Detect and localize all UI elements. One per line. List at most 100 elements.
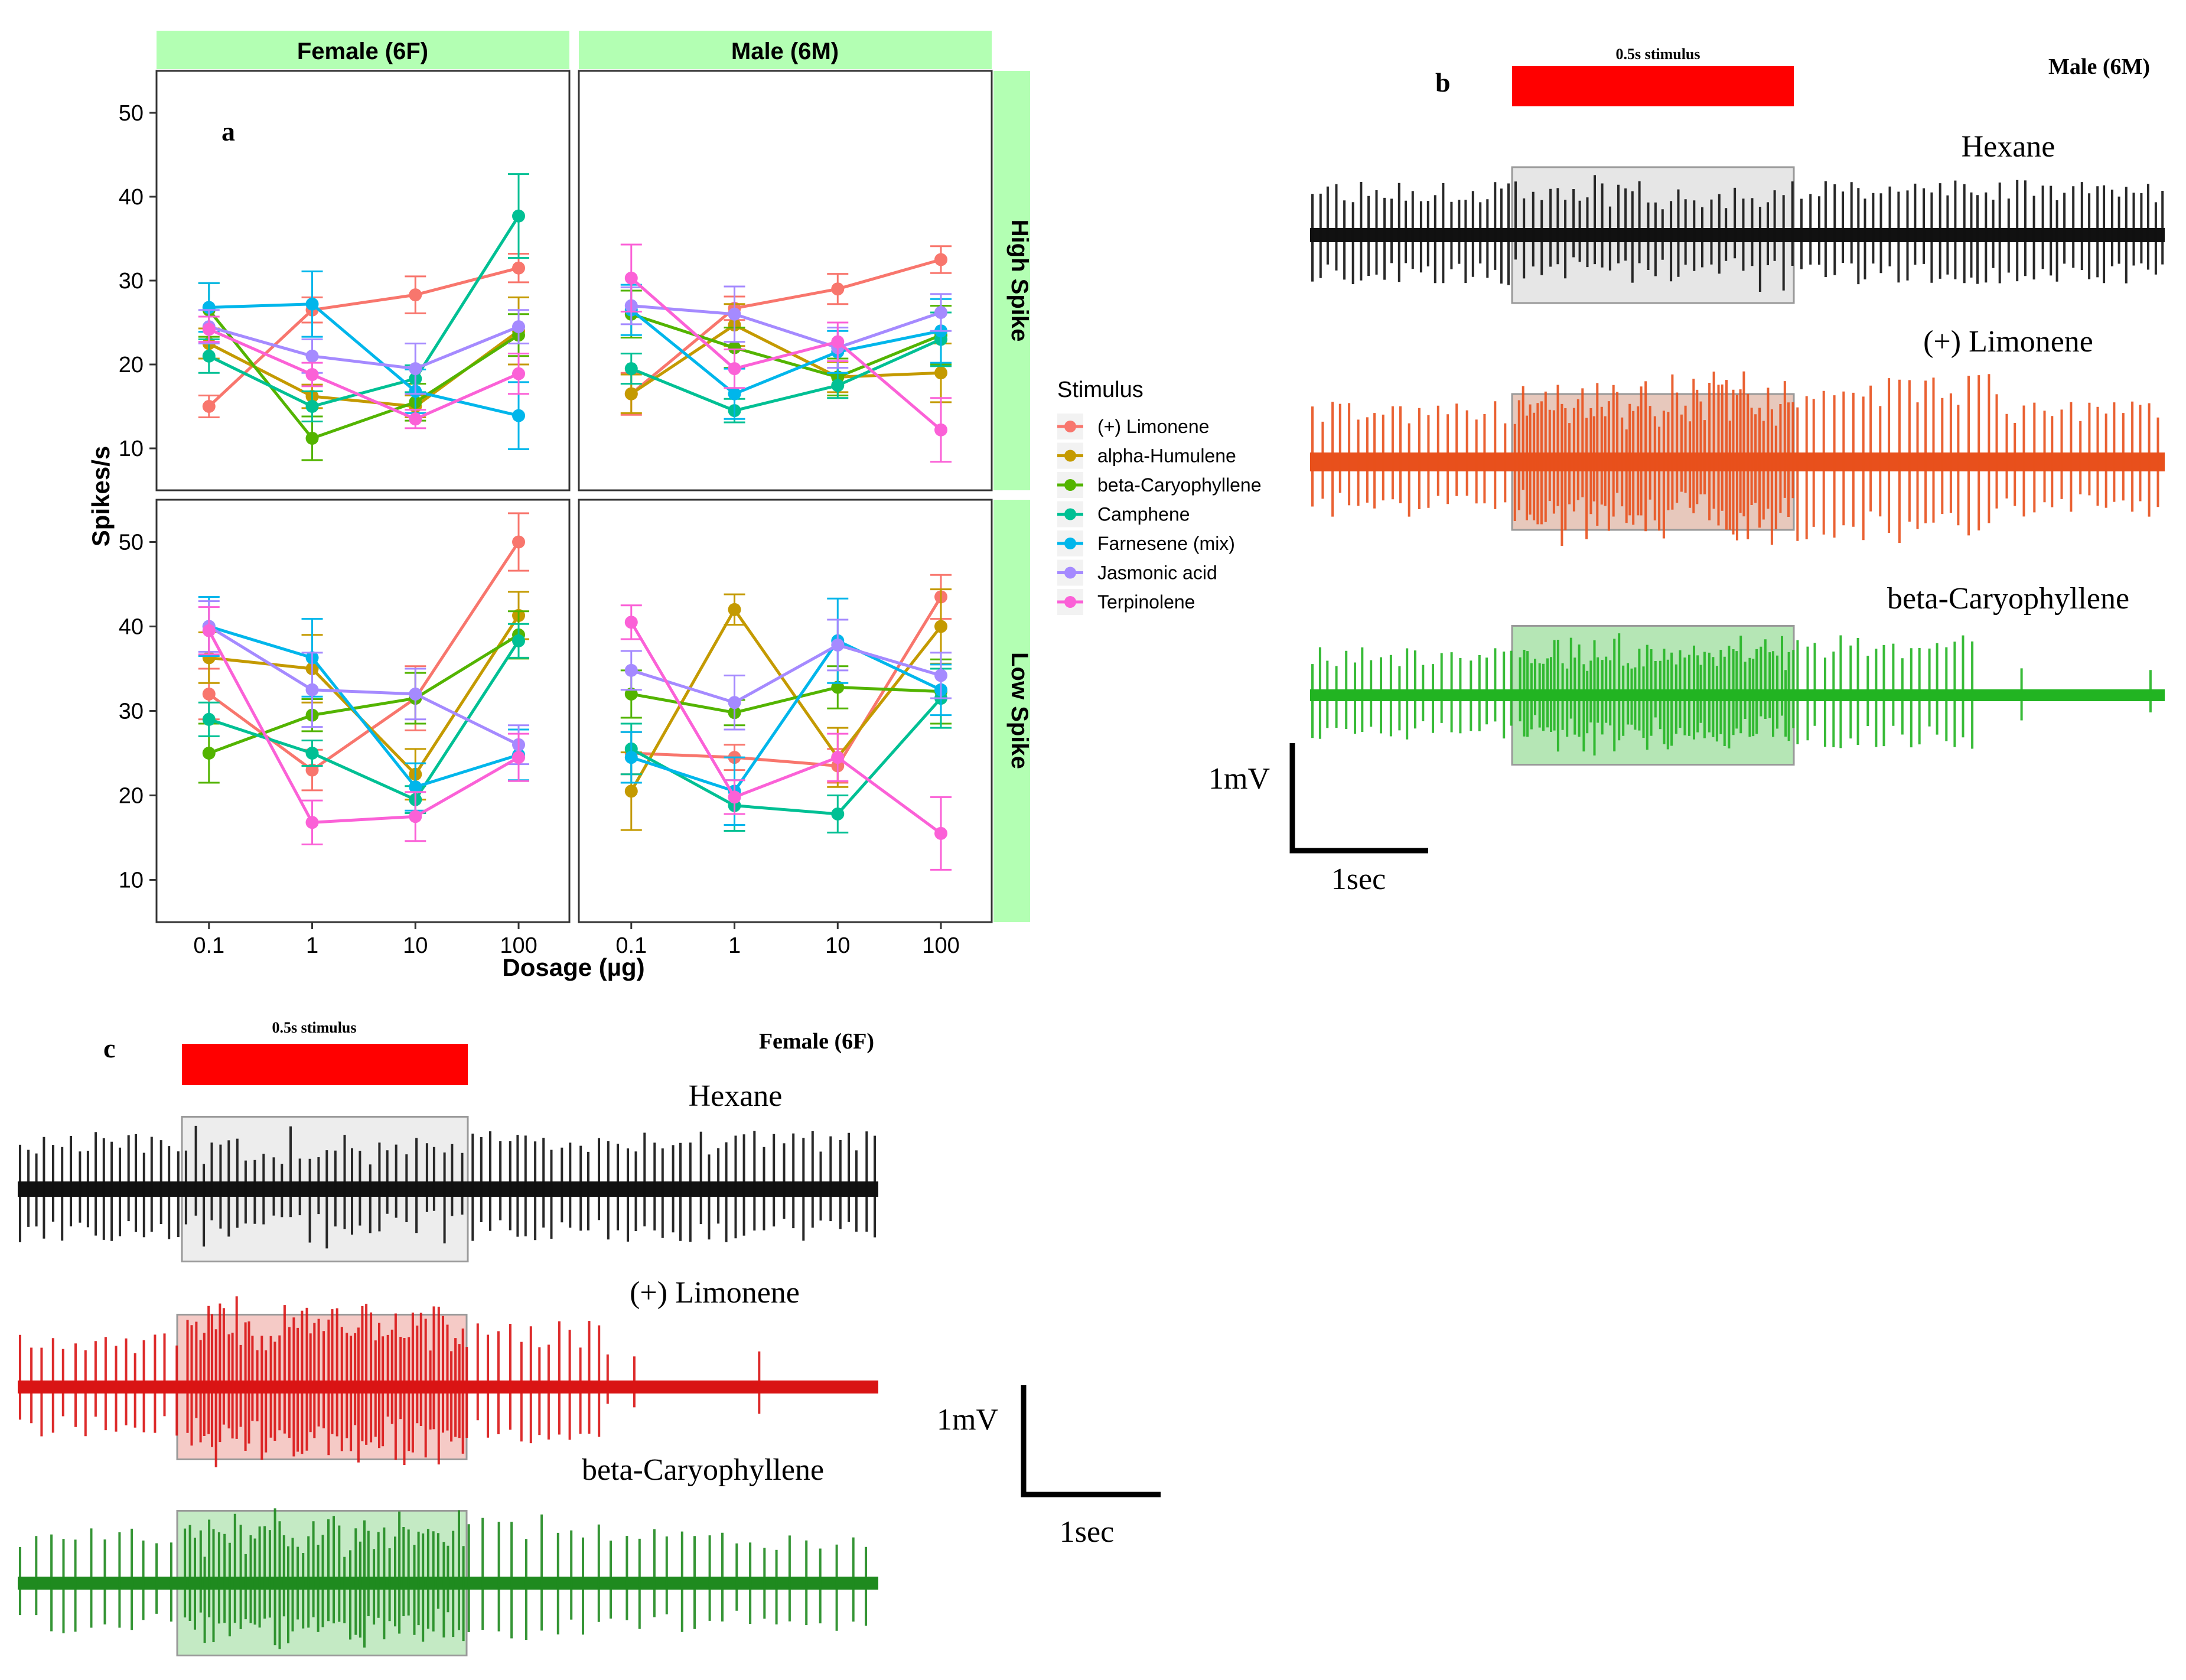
data-point-female-low-0-3	[512, 535, 526, 549]
legend-title: Stimulus	[1057, 377, 1144, 402]
series-line-female-high-2	[207, 309, 520, 440]
series-line-female-low-6	[207, 630, 520, 824]
data-point-male-high-3-2	[831, 379, 845, 392]
legend-item-label: (+) Limonene	[1097, 416, 1209, 437]
strip-male-label: Male (6M)	[731, 38, 839, 64]
x-tick-label: 0.1	[615, 933, 647, 958]
legend-key-point	[1064, 538, 1076, 549]
legend-item-label: Camphene	[1097, 504, 1190, 525]
y-axis-title: Spikes/s	[87, 446, 115, 546]
legend-item-label: alpha-Humulene	[1097, 445, 1236, 467]
data-point-male-high-1-0	[624, 387, 638, 401]
data-point-female-high-0-3	[512, 261, 526, 275]
legend-key-point	[1064, 421, 1076, 432]
series-line-female-low-4	[208, 625, 519, 789]
panel-b-trace-hexane-baseline	[1310, 228, 2165, 242]
panel-b-stimulus-bar	[1512, 66, 1794, 106]
panel-c-letter: c	[103, 1033, 115, 1063]
data-point-female-low-2-0	[202, 747, 216, 760]
y-tick-label: 20	[119, 353, 144, 377]
panel-b-recording: b 0.5s stimulus Male (6M) Hexane (+) Lim…	[1208, 45, 2165, 896]
panel-c-scale-time: 1sec	[1060, 1515, 1114, 1549]
data-point-female-low-0-1	[305, 763, 319, 777]
series-line-male-high-6	[630, 276, 942, 431]
series-line-male-low-5	[631, 643, 941, 704]
strip-low-spike	[993, 500, 1030, 922]
data-point-female-high-5-2	[409, 362, 422, 376]
x-tick-label: 0.1	[193, 933, 224, 958]
series-line-male-low-4	[630, 639, 942, 793]
panel-c-stimulus-bar	[182, 1044, 468, 1085]
panel-c-trace-hexane-baseline	[18, 1181, 878, 1197]
series-line-male-high-2	[631, 312, 941, 379]
data-point-female-high-3-3	[512, 209, 526, 223]
data-point-male-low-6-3	[934, 826, 948, 840]
strip-low-label: Low Spike	[1006, 652, 1032, 769]
x-tick-label: 1	[306, 933, 318, 958]
panel-b-trace-limonene-spikes	[1311, 371, 2159, 546]
series-line-female-high-0	[208, 266, 519, 408]
facet-frame-male-low	[578, 499, 993, 923]
y-tick-label: 10	[119, 868, 144, 893]
panel-c-trace-label-caryophyllene: beta-Caryophyllene	[582, 1453, 824, 1487]
y-tick-label: 50	[119, 101, 144, 126]
facet-frame-male-high	[578, 70, 993, 491]
panel-b-trace-caryophyllene-spikes	[1311, 633, 2152, 756]
data-point-female-low-6-1	[305, 816, 319, 829]
panel-c-trace-label-hexane: Hexane	[689, 1079, 783, 1113]
panel-c-sex-label: Female (6F)	[759, 1029, 874, 1054]
data-point-male-high-6-2	[831, 335, 845, 349]
facet-frame-female-high	[155, 70, 571, 491]
data-point-male-low-5-0	[624, 663, 638, 677]
y-tick-label: 10	[119, 437, 144, 461]
y-tick-label: 50	[119, 530, 144, 555]
data-point-female-high-6-1	[305, 368, 319, 382]
data-point-male-high-3-0	[624, 362, 638, 376]
y-tick-label: 40	[119, 615, 144, 640]
data-point-male-low-6-1	[728, 790, 741, 804]
data-point-male-high-1-3	[934, 366, 948, 380]
data-point-male-low-6-2	[831, 751, 845, 764]
series-line-female-high-3	[208, 215, 520, 408]
data-point-male-high-6-3	[934, 423, 948, 437]
chart-marks	[198, 173, 952, 871]
legend-key-point	[1064, 508, 1076, 520]
data-point-male-high-0-2	[831, 282, 845, 296]
data-point-female-low-3-0	[202, 712, 216, 726]
panel-c-recording: c 0.5s stimulus Female (6F) Hexane (+) L…	[18, 1019, 1161, 1656]
panel-a-letter: a	[221, 116, 235, 146]
series-line-female-low-0	[208, 541, 520, 772]
data-point-female-low-3-1	[305, 747, 319, 760]
data-point-female-low-0-0	[202, 687, 216, 701]
data-point-male-low-1-1	[728, 603, 741, 616]
facet-frame-female-low	[155, 499, 571, 923]
x-tick-label: 100	[922, 933, 959, 958]
data-point-male-low-3-2	[831, 807, 845, 821]
data-point-male-low-5-1	[728, 696, 741, 709]
data-point-female-high-6-3	[512, 367, 526, 380]
data-point-female-high-5-1	[305, 349, 319, 363]
panel-b-scale-time: 1sec	[1331, 862, 1386, 896]
x-tick-label: 10	[403, 933, 428, 958]
data-point-male-low-6-0	[624, 616, 638, 629]
data-point-male-low-2-0	[624, 687, 638, 701]
y-tick-label: 40	[119, 185, 144, 210]
panel-a-chart: Female (6F) Male (6M) High Spike Low Spi…	[87, 31, 1262, 981]
panel-b-trace-label-limonene: (+) Limonene	[1923, 325, 2093, 359]
series-line-male-low-0	[631, 596, 943, 768]
legend: Stimulus (+) Limonene alpha-Humulene beta-…	[1057, 377, 1262, 615]
x-tick-label: 1	[728, 933, 741, 958]
series-line-male-low-3	[630, 697, 942, 816]
data-point-male-low-1-3	[934, 620, 948, 633]
data-point-male-high-5-1	[728, 307, 741, 321]
data-point-male-low-5-3	[934, 669, 948, 682]
data-point-male-low-5-2	[831, 638, 845, 652]
legend-key-point	[1064, 479, 1076, 491]
strip-female-label: Female (6F)	[297, 38, 428, 64]
panel-b-letter: b	[1435, 67, 1451, 97]
panel-b-sex-label: Male (6M)	[2048, 54, 2150, 79]
series-line-male-high-5	[631, 304, 941, 350]
y-tick-label: 30	[119, 699, 144, 724]
data-point-male-high-4-1	[728, 387, 741, 401]
panel-c-stimulus-label: 0.5s stimulus	[272, 1019, 356, 1036]
